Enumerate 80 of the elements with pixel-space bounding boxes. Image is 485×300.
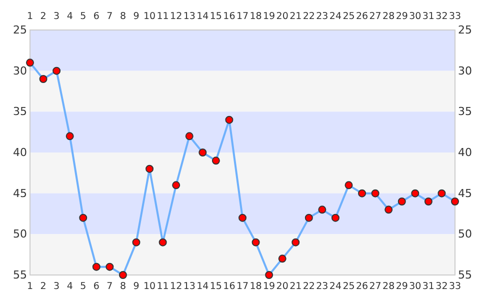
x-tick-label: 4 (66, 281, 73, 292)
category-label: 19 (263, 11, 276, 22)
y-tick-label: 50 (13, 228, 27, 241)
category-label: 4 (66, 11, 73, 22)
category-label: 28 (382, 11, 395, 22)
x-tick-label: 25 (342, 281, 355, 292)
category-label: 24 (329, 11, 342, 22)
category-label: 1 (26, 11, 34, 22)
y-tick-label: 55 (13, 268, 27, 282)
category-label: 32 (436, 11, 448, 22)
y-tick-label: 35 (13, 105, 27, 118)
y2-tick-label: 35 (458, 105, 472, 118)
category-label: 30 (409, 11, 422, 22)
category-label: 25 (342, 11, 355, 22)
x-tick-label: 11 (156, 281, 169, 292)
category-label: 8 (120, 11, 126, 22)
y2-tick-label: 50 (458, 228, 472, 241)
x-tick-label: 20 (276, 281, 288, 292)
x-tick-label: 31 (422, 281, 434, 292)
x-tick-label: 7 (106, 281, 113, 292)
x-tick-label: 16 (223, 281, 236, 292)
category-label: 33 (448, 11, 462, 22)
x-tick-label: 5 (80, 281, 86, 292)
category-label: 29 (396, 11, 408, 22)
x-tick-label: 18 (250, 281, 262, 292)
x-tick-label: 3 (54, 281, 60, 292)
category-label: 31 (422, 11, 434, 22)
category-label: 2 (40, 11, 46, 22)
category-label: 3 (54, 11, 60, 22)
x-tick-label: 13 (183, 281, 196, 292)
y2-tick-label: 55 (458, 268, 472, 282)
category-label: 22 (302, 11, 315, 22)
category-label: 11 (156, 11, 169, 22)
x-tick-label: 10 (143, 281, 156, 292)
x-tick-label: 32 (436, 281, 448, 292)
category-label: 14 (196, 11, 209, 22)
category-label: 21 (290, 11, 302, 22)
x-tick-label: 33 (448, 281, 462, 292)
y2-tick-label: 30 (458, 64, 472, 78)
category-label: 5 (80, 11, 86, 22)
x-tick-label: 21 (290, 281, 302, 292)
y-tick-label: 40 (13, 146, 27, 159)
x-tick-label: 23 (316, 281, 328, 292)
category-label: 6 (93, 11, 100, 22)
y2-tick-label: 45 (458, 186, 472, 200)
x-tick-label: 12 (170, 281, 182, 292)
x-tick-label: 22 (302, 281, 315, 292)
category-label: 7 (106, 11, 113, 22)
y2-tick-label: 25 (458, 24, 472, 36)
category-label: 16 (223, 11, 236, 22)
x-tick-label: 29 (396, 281, 408, 292)
category-label: 26 (356, 11, 368, 22)
x-tick-label: 24 (329, 281, 342, 292)
x-tick-label: 1 (26, 281, 34, 292)
x-tick-label: 14 (196, 281, 209, 292)
category-label: 9 (133, 11, 140, 22)
category-label: 10 (143, 11, 156, 22)
x-tick-label: 30 (409, 281, 422, 292)
x-tick-label: 8 (120, 281, 126, 292)
y-tick-label: 30 (13, 64, 27, 78)
x-tick-label: 17 (236, 281, 249, 292)
y-tick-label: 25 (13, 24, 27, 36)
category-label: 18 (250, 11, 262, 22)
category-label: 15 (210, 11, 222, 22)
category-label: 27 (369, 11, 382, 22)
category-label: 20 (276, 11, 288, 22)
category-label: 23 (316, 11, 328, 22)
x-tick-label: 27 (369, 281, 382, 292)
y-tick-label: 45 (13, 186, 27, 200)
x-tick-label: 19 (263, 281, 276, 292)
category-label: 17 (236, 11, 249, 22)
y2-tick-label: 40 (458, 146, 472, 159)
x-tick-label: 28 (382, 281, 395, 292)
x-tick-label: 9 (133, 281, 140, 292)
x-tick-label: 2 (40, 281, 46, 292)
category-label: 13 (183, 11, 196, 22)
x-tick-label: 15 (210, 281, 222, 292)
x-tick-label: 26 (356, 281, 368, 292)
x-tick-label: 6 (93, 281, 100, 292)
category-label: 12 (170, 11, 182, 22)
